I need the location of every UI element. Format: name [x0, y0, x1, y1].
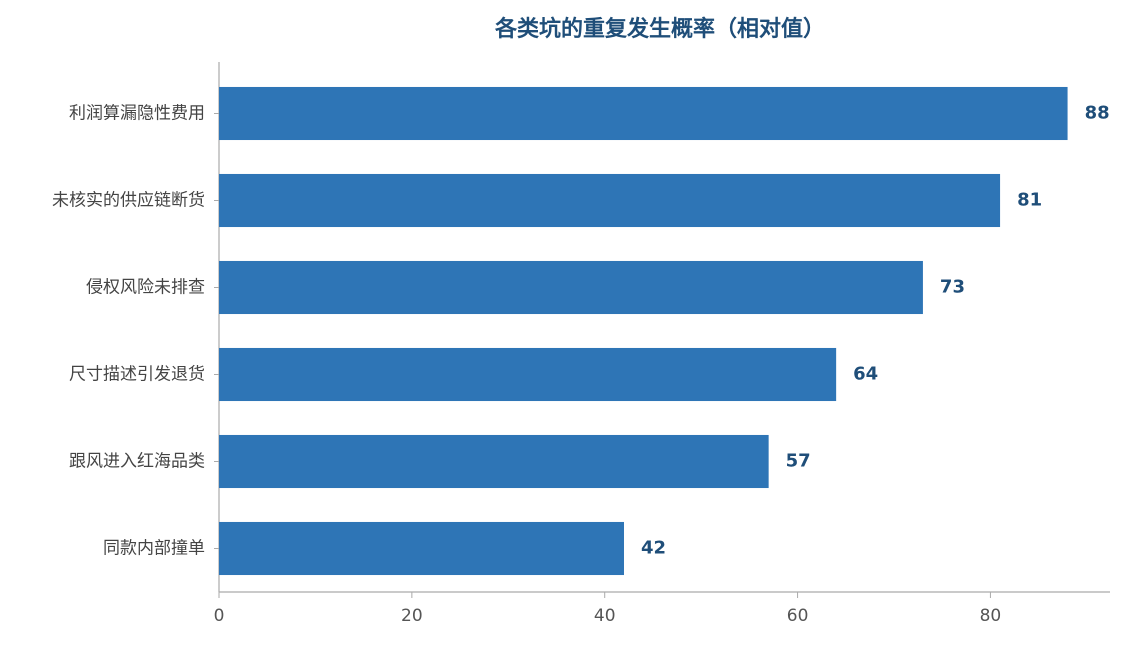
bar [219, 434, 769, 489]
x-tick-label: 40 [594, 606, 616, 626]
x-tick-label: 80 [980, 606, 1002, 626]
value-label: 42 [641, 538, 666, 559]
value-label: 81 [1017, 190, 1042, 211]
y-tick-label: 跟风进入红海品类 [69, 452, 205, 472]
y-tick-label: 利润算漏隐性费用 [69, 104, 205, 124]
value-label: 88 [1085, 103, 1110, 124]
chart-title: 各类坑的重复发生概率（相对值） [494, 16, 825, 42]
value-label: 64 [853, 364, 878, 385]
x-tick-label: 0 [214, 606, 225, 626]
y-tick-label: 未核实的供应链断货 [52, 191, 205, 211]
x-tick-label: 20 [401, 606, 423, 626]
bar [219, 521, 624, 576]
value-label: 73 [940, 277, 965, 298]
bar [219, 86, 1068, 141]
y-tick-label: 尺寸描述引发退货 [69, 365, 205, 385]
bar [219, 347, 837, 402]
value-label: 57 [786, 451, 811, 472]
bar [219, 260, 923, 315]
bar [219, 173, 1001, 228]
y-tick-label: 同款内部撞单 [103, 539, 205, 559]
y-tick-label: 侵权风险未排查 [86, 278, 205, 298]
x-tick-label: 60 [787, 606, 809, 626]
